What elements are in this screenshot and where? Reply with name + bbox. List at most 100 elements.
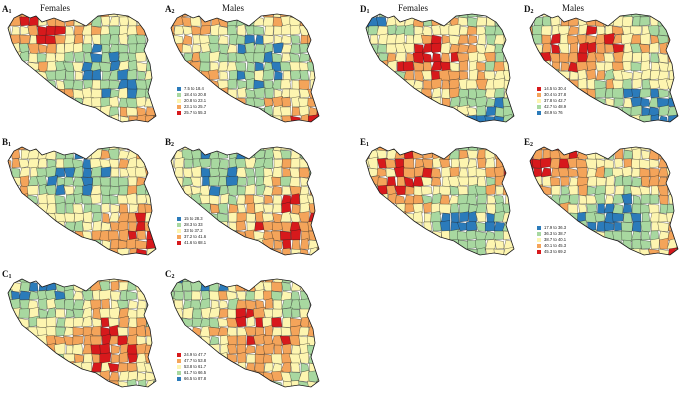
map-region (423, 61, 433, 72)
map-region (36, 344, 48, 356)
map-region (317, 307, 319, 319)
map-region (264, 25, 274, 36)
map-region (227, 115, 238, 122)
map-region (64, 288, 75, 301)
map-region (596, 147, 607, 151)
map-region (218, 167, 229, 178)
map-region (218, 308, 229, 319)
map-region (38, 308, 48, 319)
map-region (513, 221, 514, 232)
map-region (367, 25, 379, 36)
map-c1 (2, 273, 167, 398)
legend-label: 41.6 to 68.1 (184, 240, 207, 245)
map-region (585, 106, 597, 117)
map-region (82, 326, 93, 337)
map-region (540, 69, 552, 82)
map-region (642, 78, 652, 90)
map-region (467, 147, 479, 152)
map-region (595, 61, 606, 72)
map-region (54, 25, 67, 36)
map-region (236, 194, 247, 205)
map-region (128, 299, 138, 310)
map-region (129, 203, 139, 214)
map-region (630, 25, 642, 36)
legend-item: 20.8 to 23.1 (177, 98, 206, 104)
map-region (467, 14, 479, 18)
map-region (146, 15, 156, 27)
map-region (603, 32, 615, 45)
legend-label: 18.4 to 20.8 (184, 92, 207, 97)
map-region (494, 166, 505, 178)
map-region (64, 114, 76, 122)
map-region (218, 158, 229, 169)
map-region (37, 193, 49, 205)
map-region (378, 125, 389, 133)
map-region (64, 247, 75, 255)
map-region (226, 230, 238, 241)
map-region (530, 14, 535, 18)
map-region (235, 34, 247, 45)
map-region (226, 317, 239, 328)
map-region (245, 299, 257, 310)
map-region (466, 43, 478, 54)
map-region (264, 298, 274, 310)
map-region (603, 158, 615, 170)
map-region (171, 79, 176, 91)
map-region (368, 212, 380, 223)
map-region (55, 326, 66, 337)
map-region (376, 43, 388, 54)
map-region (8, 353, 12, 365)
map-region (119, 388, 129, 398)
map-region (209, 203, 220, 214)
map-region (405, 34, 415, 45)
map-region (632, 52, 643, 63)
map-region (282, 307, 293, 319)
map-region (119, 16, 129, 27)
map-region (271, 258, 282, 266)
map-region (659, 147, 669, 151)
map-region (154, 125, 164, 133)
legend-label: 24.9 to 47.7 (184, 352, 207, 357)
map-region (92, 212, 102, 223)
map-region (648, 97, 660, 108)
legend-swatch (537, 99, 541, 103)
map-region (478, 125, 486, 133)
map-region (19, 105, 30, 117)
map-region (550, 211, 561, 223)
map-region (154, 221, 156, 232)
map-region (368, 221, 379, 232)
map-region (557, 14, 571, 18)
map-region (264, 389, 274, 398)
map-region (155, 202, 156, 215)
map-region (280, 106, 292, 117)
map-region (466, 25, 478, 36)
map-region (604, 43, 615, 54)
map-region (316, 258, 327, 266)
map-region (494, 239, 505, 250)
map-region (210, 23, 220, 37)
map-region (326, 8, 330, 17)
map-region (623, 97, 633, 108)
map-region (145, 279, 156, 284)
map-region (73, 390, 83, 398)
map-region (648, 257, 659, 266)
map-region (290, 362, 301, 373)
map-region (594, 185, 606, 196)
map-region (65, 70, 75, 82)
map-region (8, 248, 12, 255)
map-region (411, 97, 424, 108)
map-region (485, 184, 496, 196)
map-region (642, 257, 650, 266)
map-region (403, 158, 415, 169)
map-b2 (165, 141, 330, 266)
legend-label: 25.7 to 55.3 (184, 110, 207, 115)
map-region (72, 203, 84, 214)
map-region (621, 221, 634, 232)
map-region (318, 167, 319, 178)
map-region (116, 248, 130, 255)
map-region (145, 14, 156, 18)
map-region (502, 176, 514, 187)
map-region (568, 14, 579, 18)
map-region (171, 96, 175, 108)
map-region (578, 194, 588, 205)
